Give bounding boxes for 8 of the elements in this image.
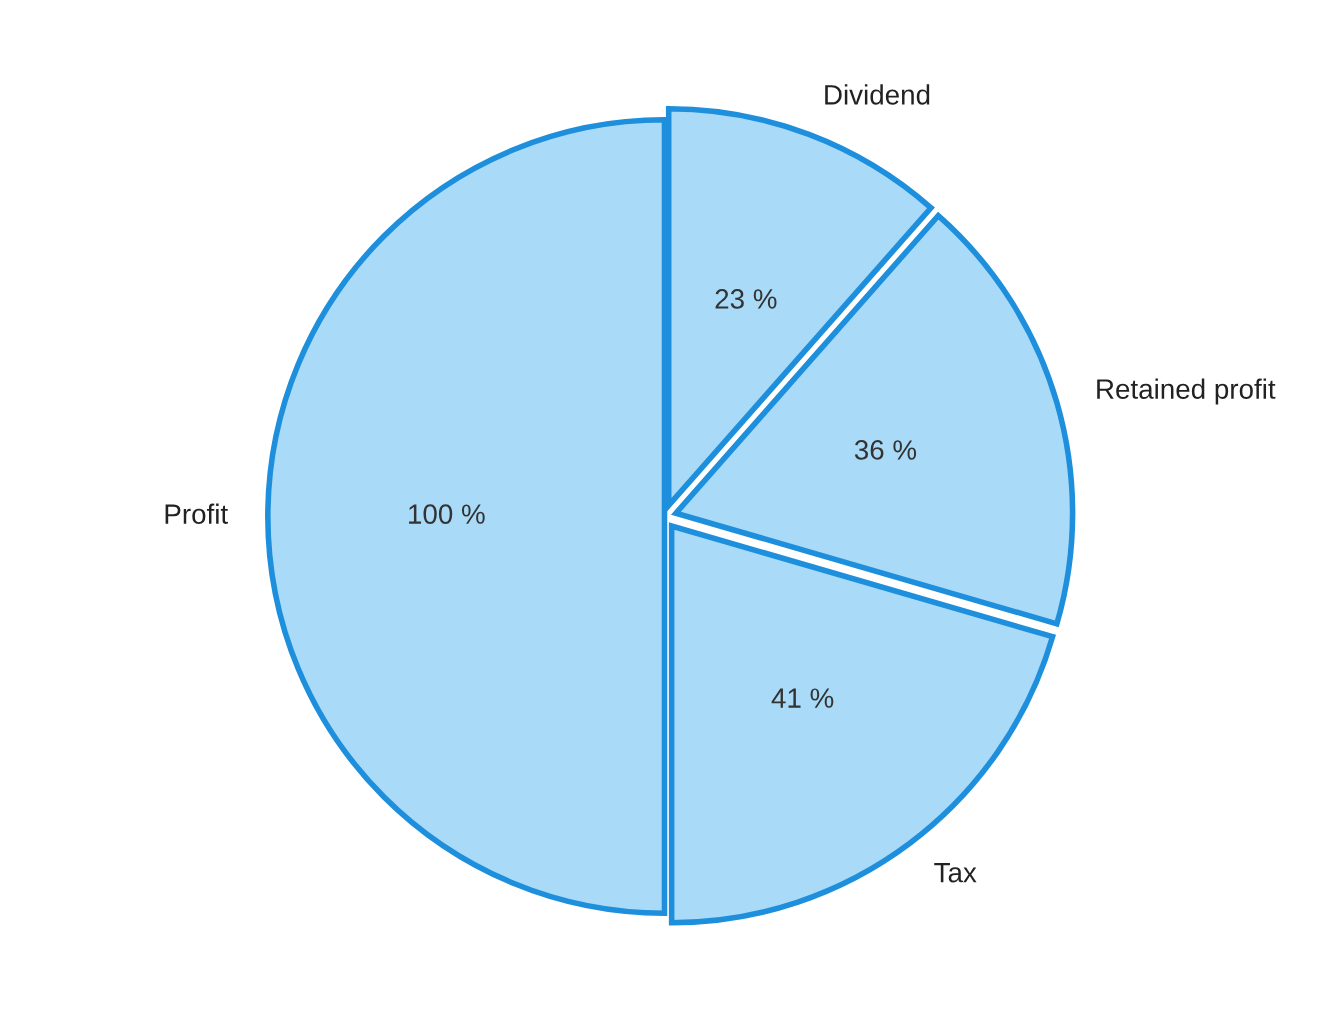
data-label: 41 % — [771, 688, 834, 708]
slice-label: Profit — [165, 503, 228, 524]
slice-label: Tax — [934, 863, 977, 883]
data-label: 100 % — [409, 504, 485, 524]
slice-label: Retained profit — [1097, 378, 1276, 405]
slice-label: Dividend — [825, 84, 930, 105]
data-label: 36 % — [854, 440, 917, 460]
data-label: 23 % — [715, 289, 777, 309]
